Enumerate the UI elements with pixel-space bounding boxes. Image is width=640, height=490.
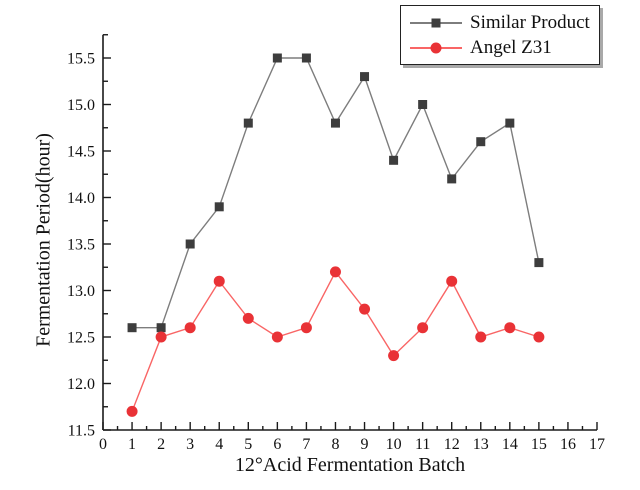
- svg-text:6: 6: [273, 436, 281, 453]
- svg-text:13: 13: [473, 436, 489, 453]
- svg-text:10: 10: [386, 436, 402, 453]
- svg-text:1: 1: [128, 436, 136, 453]
- svg-text:0: 0: [99, 436, 107, 453]
- legend-line-sample-red: [410, 42, 462, 53]
- square-marker-icon: [431, 18, 441, 27]
- circle-marker-icon: [430, 42, 442, 53]
- svg-text:15.0: 15.0: [67, 97, 95, 114]
- svg-text:8: 8: [331, 436, 339, 453]
- legend-line-sample-gray: [410, 18, 462, 27]
- x-axis-title: 12°Acid Fermentation Batch: [234, 454, 466, 476]
- svg-text:14: 14: [502, 436, 518, 453]
- y-axis-title: Fermentation Period(hour): [32, 133, 55, 347]
- svg-text:15.5: 15.5: [67, 51, 95, 68]
- svg-text:15: 15: [531, 436, 547, 453]
- legend-item-angel-z31: Angel Z31: [410, 35, 590, 60]
- svg-text:13.0: 13.0: [67, 283, 95, 300]
- svg-text:4: 4: [215, 436, 223, 453]
- svg-text:14.5: 14.5: [67, 144, 95, 161]
- svg-text:12.0: 12.0: [67, 376, 95, 393]
- legend: Similar Product Angel Z31: [400, 5, 600, 65]
- legend-label: Angel Z31: [470, 36, 552, 58]
- svg-text:11.5: 11.5: [68, 423, 95, 440]
- svg-text:9: 9: [361, 436, 369, 453]
- svg-text:12.5: 12.5: [67, 330, 95, 347]
- svg-text:11: 11: [415, 436, 430, 453]
- svg-text:16: 16: [560, 436, 576, 453]
- legend-label: Similar Product: [470, 11, 590, 33]
- svg-text:7: 7: [302, 436, 310, 453]
- svg-text:12: 12: [444, 436, 460, 453]
- svg-text:3: 3: [186, 436, 194, 453]
- svg-text:2: 2: [157, 436, 165, 453]
- svg-text:13.5: 13.5: [67, 237, 95, 254]
- svg-text:14.0: 14.0: [67, 190, 95, 207]
- svg-text:17: 17: [589, 436, 605, 453]
- svg-text:5: 5: [244, 436, 252, 453]
- legend-item-similar-product: Similar Product: [410, 10, 590, 35]
